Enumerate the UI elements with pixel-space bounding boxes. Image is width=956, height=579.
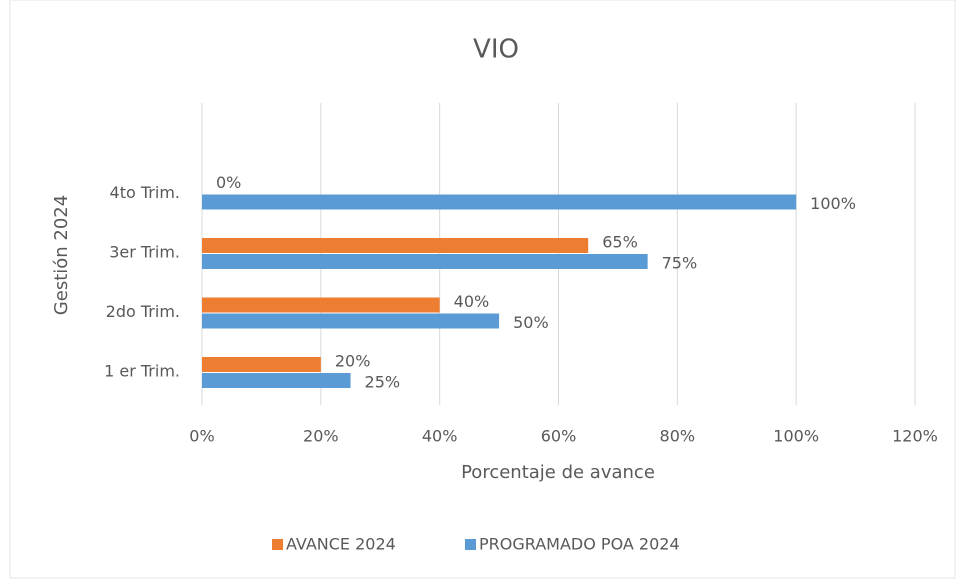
x-axis-label: Porcentaje de avance <box>461 462 655 483</box>
chart-title: VIO <box>473 35 519 65</box>
x-tick-label: 120% <box>892 427 938 446</box>
y-axis-label: Gestión 2024 <box>51 195 72 315</box>
bar <box>202 313 500 329</box>
x-tick-label: 100% <box>773 427 819 446</box>
value-label: 100% <box>810 194 856 213</box>
value-label: 75% <box>662 254 698 273</box>
legend-label: PROGRAMADO POA 2024 <box>479 535 680 554</box>
bar <box>202 194 797 210</box>
legend-label: AVANCE 2024 <box>286 535 396 554</box>
x-tick-label: 20% <box>303 427 339 446</box>
legend-swatch <box>465 539 476 550</box>
bar <box>202 357 321 372</box>
value-label: 40% <box>454 292 490 311</box>
chart-frame <box>9 0 956 579</box>
x-tick-label: 0% <box>189 427 214 446</box>
y-tick-label: 1 er Trim. <box>104 362 180 381</box>
bar <box>202 254 648 269</box>
value-label: 25% <box>365 373 401 392</box>
y-tick-label: 4to Trim. <box>110 183 180 202</box>
x-tick-label: 80% <box>660 427 696 446</box>
value-label: 20% <box>335 352 371 371</box>
legend-swatch <box>272 539 283 550</box>
y-tick-label: 3er Trim. <box>109 243 180 262</box>
x-tick-label: 40% <box>422 427 458 446</box>
x-tick-label: 60% <box>541 427 577 446</box>
value-label: 50% <box>513 313 549 332</box>
value-label: 65% <box>602 233 638 252</box>
y-tick-label: 2do Trim. <box>106 302 180 321</box>
value-label: 0% <box>216 173 241 192</box>
bar <box>202 238 589 253</box>
bar <box>202 297 440 313</box>
bar <box>202 373 351 388</box>
